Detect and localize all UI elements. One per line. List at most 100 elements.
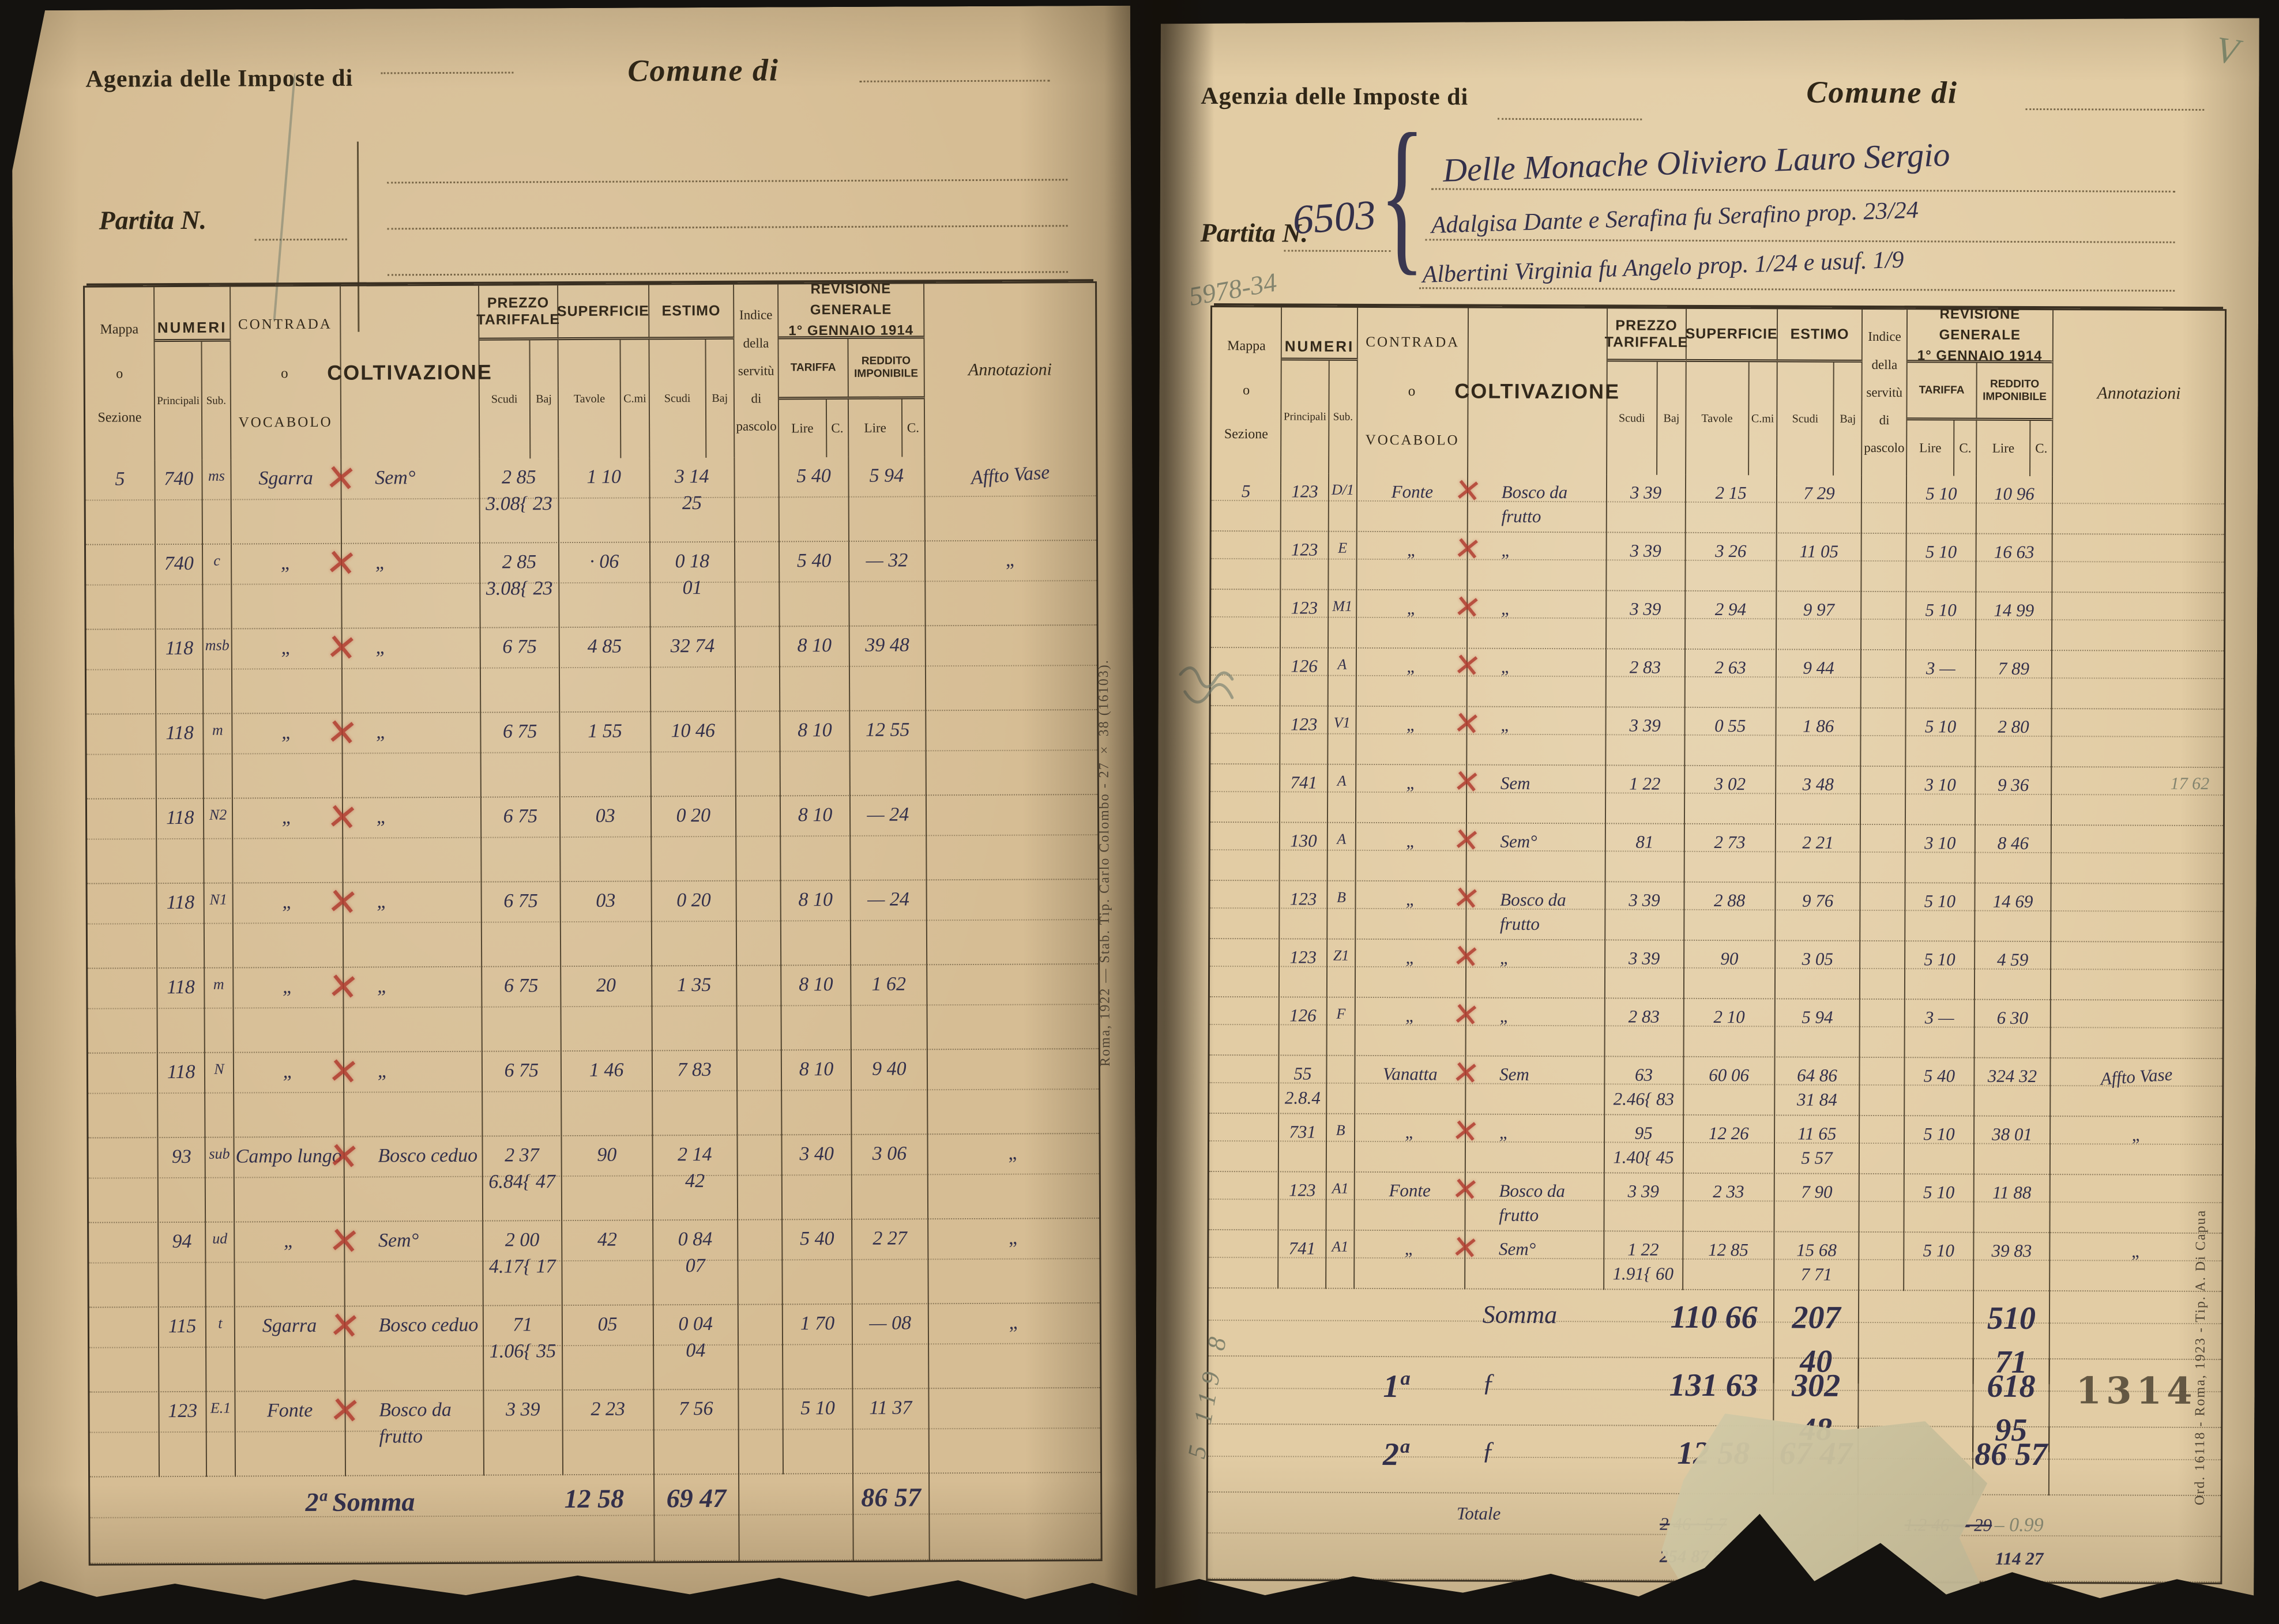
cell-numero: 118 bbox=[157, 799, 205, 884]
cell-estimo: 0 18 01 bbox=[650, 542, 736, 628]
cell-estimo: 64 86 31 84 bbox=[1775, 1057, 1860, 1116]
partita-label-left: Partita N. bbox=[99, 205, 207, 235]
cell-numero: 118 bbox=[156, 714, 204, 799]
red-x-mark: ✕ bbox=[325, 964, 361, 1011]
total-value: 114 27 bbox=[1995, 1548, 2044, 1569]
cell-superficie: 2 15 bbox=[1686, 475, 1777, 534]
red-x-mark: ✕ bbox=[326, 1134, 362, 1180]
red-x-mark: ✕ bbox=[1450, 1170, 1481, 1210]
cell-coltivazione: ✕ „ bbox=[343, 883, 482, 968]
red-x-mark: ✕ bbox=[1452, 471, 1484, 511]
table-row: 94 ud „ ✕ Sem° 2 00 4.17{ 17 42 0 84 07 5… bbox=[89, 1219, 1100, 1308]
cell-contrada: Campo lungo bbox=[234, 1137, 345, 1223]
cell-estimo: 2 14 42 bbox=[653, 1136, 738, 1221]
sum-ordinal: 2ª bbox=[1382, 1437, 1408, 1473]
owner-line-2-rule bbox=[1425, 239, 2175, 243]
cell-estimo: 3 14 25 bbox=[650, 458, 735, 543]
header-reddito: REDDITO IMPONIBILE bbox=[849, 338, 925, 400]
cell-mappa bbox=[89, 1392, 160, 1478]
cell-indice-pascolo bbox=[1861, 883, 1906, 941]
cell-estimo: 7 29 bbox=[1777, 475, 1863, 534]
table-header-left: Mappa o Sezione NUMERI Principali Sub. C… bbox=[85, 283, 1096, 461]
cell-indice-pascolo bbox=[738, 1050, 783, 1135]
cell-reddito-imponibile: — 24 bbox=[851, 796, 927, 881]
header-prezzo: PREZZO TARIFFALE bbox=[1607, 308, 1686, 361]
cell-indice-pascolo bbox=[735, 542, 780, 627]
cell-estimo: 0 04 04 bbox=[653, 1305, 739, 1391]
ledger-page-left: Agenzia delle Imposte di Comune di Parti… bbox=[12, 6, 1137, 1613]
ledger-page-right: Agenzia delle Imposte di Comune di Parti… bbox=[1155, 14, 2259, 1618]
cell-mappa bbox=[88, 884, 158, 969]
cell-contrada: Sgarra bbox=[231, 459, 342, 545]
red-x-mark: ✕ bbox=[327, 1388, 363, 1434]
owner-line-3-rule bbox=[388, 271, 1068, 276]
cell-mappa bbox=[87, 630, 157, 715]
cell-reddito-imponibile: 1 62 bbox=[851, 965, 927, 1050]
header-reddito: REDDITO IMPONIBILE bbox=[1977, 363, 2053, 421]
cell-annotazioni bbox=[2051, 1000, 2222, 1059]
cell-numero: 731 bbox=[1279, 1114, 1327, 1172]
table-row: 123 A1 Fonte ✕ Bosco da frutto 3 39 2 33 … bbox=[1209, 1172, 2221, 1234]
cell-sub: t bbox=[206, 1308, 235, 1392]
cell-indice-pascolo bbox=[1861, 592, 1906, 650]
ledger-table-right: Mappa o Sezione NUMERI Principali Sub. C… bbox=[1206, 306, 2227, 1584]
cell-annotazioni bbox=[2052, 651, 2224, 710]
cell-estimo: 1 86 bbox=[1776, 708, 1861, 767]
cell-tariffa: 8 10 bbox=[781, 881, 852, 966]
cell-superficie: 05 bbox=[563, 1305, 654, 1391]
cell-coltivazione: ✕ „ bbox=[1468, 591, 1607, 650]
cell-mappa: 5 bbox=[1212, 473, 1282, 532]
cell-annotazioni: „ bbox=[1007, 1227, 1020, 1249]
cell-coltivazione: ✕ „ bbox=[1467, 707, 1606, 766]
cell-tariffa: 3 — bbox=[1906, 650, 1976, 709]
owner-line-3-rule bbox=[1419, 287, 2175, 292]
cell-indice-pascolo bbox=[736, 711, 781, 796]
cell-numero: 130 bbox=[1280, 823, 1328, 881]
cell-tariffa: 5 10 bbox=[1907, 476, 1977, 534]
cell-prezzo-tariffale: 6 75 bbox=[482, 797, 561, 883]
cell-contrada: Fonte bbox=[1357, 474, 1468, 533]
sum-reddito: 86 57 bbox=[853, 1474, 930, 1561]
cell-tariffa: 5 40 bbox=[779, 457, 849, 542]
header-tavole: Tavole bbox=[1686, 362, 1750, 475]
table-header-right: Mappa o Sezione NUMERI Principali Sub. C… bbox=[1212, 307, 2225, 477]
agenzia-label-right: Agenzia delle Imposte di bbox=[1201, 82, 1469, 111]
cell-tariffa: 5 10 bbox=[1904, 1174, 1975, 1233]
comune-label-right: Comune di bbox=[1806, 74, 1958, 110]
cell-tariffa: 3 — bbox=[1905, 1000, 1975, 1058]
comune-fill-line bbox=[2025, 108, 2204, 111]
cell-contrada: „ bbox=[234, 968, 344, 1053]
cell-numero: 118 bbox=[156, 630, 204, 714]
cell-mappa bbox=[1210, 823, 1281, 881]
cell-mappa bbox=[1209, 1056, 1280, 1114]
cell-sub bbox=[1327, 1056, 1356, 1114]
cell-indice-pascolo bbox=[1860, 1116, 1905, 1174]
red-x-mark: ✕ bbox=[1450, 1111, 1481, 1152]
cell-contrada: Sgarra bbox=[235, 1307, 345, 1392]
cell-numero: 94 bbox=[159, 1223, 206, 1308]
cell-coltivazione: ✕ „ bbox=[1467, 649, 1606, 708]
pencil-check-mark: V bbox=[2213, 28, 2242, 73]
header-estimo-baj: Baj bbox=[706, 340, 735, 458]
cell-sub: m bbox=[205, 969, 234, 1053]
table-row: 741 A „ ✕ Sem 1 22 3 02 3 48 3 10 9 36 17… bbox=[1210, 764, 2223, 826]
cell-coltivazione: ✕ Sem bbox=[1466, 1057, 1605, 1116]
table-row: 126 A „ ✕ „ 2 83 2 63 9 44 3 — 7 89 bbox=[1211, 648, 2224, 710]
table-row: 115 t Sgarra ✕ Bosco ceduo 71 1.06{ 35 05… bbox=[89, 1303, 1100, 1393]
table-row: 118 N2 „ ✕ „ 6 75 03 0 20 8 10 — 24 bbox=[87, 795, 1098, 884]
table-row: 123 V1 „ ✕ „ 3 39 0 55 1 86 5 10 2 80 bbox=[1210, 706, 2223, 768]
cell-annotazioni bbox=[2051, 884, 2222, 943]
totale-spacer bbox=[1603, 1494, 1654, 1580]
cell-contrada: „ bbox=[1356, 765, 1467, 824]
cell-sub: E bbox=[1329, 532, 1357, 590]
cell-superficie: 3 26 bbox=[1686, 533, 1777, 592]
table-row: 123 E.1 Fonte ✕ Bosco da frutto 3 39 2 23… bbox=[89, 1388, 1100, 1478]
cell-reddito-imponibile: 16 63 bbox=[1976, 534, 2052, 593]
cell-indice-pascolo bbox=[1861, 767, 1906, 825]
cell-indice-pascolo bbox=[738, 1135, 783, 1220]
cell-estimo: 3 48 bbox=[1776, 766, 1861, 825]
cell-prezzo-tariffale: 6 75 bbox=[481, 628, 560, 713]
header-cmi: C.mi bbox=[621, 340, 650, 458]
cell-estimo: 7 83 bbox=[652, 1051, 738, 1136]
red-x-mark: ✕ bbox=[326, 1219, 362, 1265]
